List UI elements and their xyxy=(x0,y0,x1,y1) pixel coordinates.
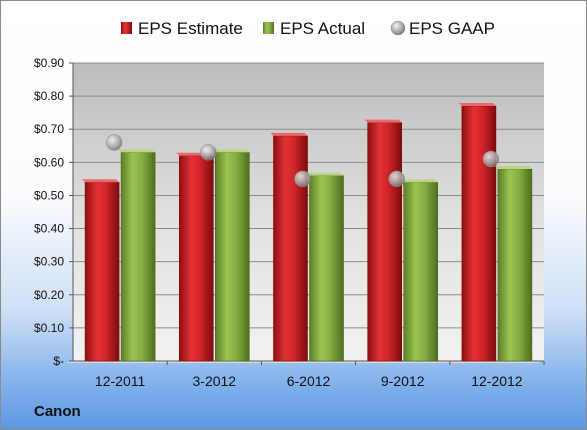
eps-estimate-bar-face xyxy=(84,181,120,362)
eps-estimate-bar-face xyxy=(179,155,214,362)
eps-actual-bar-top xyxy=(118,149,156,153)
y-tick-label: $0.50 xyxy=(34,188,64,202)
x-tick-label: 9-2012 xyxy=(381,373,425,389)
y-tick-label: $0.10 xyxy=(34,321,64,335)
y-tick-label: $0.30 xyxy=(34,255,64,269)
eps-estimate-bar-top xyxy=(364,119,402,123)
eps-gaap-marker xyxy=(482,150,500,168)
eps-estimate-bar-face xyxy=(461,105,497,362)
eps-estimate-bar xyxy=(364,119,403,362)
gaap-markers xyxy=(105,134,500,188)
y-tick-label: $0.20 xyxy=(34,288,64,302)
eps-estimate-bar-face xyxy=(273,135,308,362)
eps-actual-bar xyxy=(494,165,533,362)
eps-actual-bar-face xyxy=(215,152,250,362)
eps-actual-bar xyxy=(118,149,156,362)
eps-gaap-marker xyxy=(388,170,405,188)
eps-estimate-bar xyxy=(458,103,497,362)
y-tick-label: $0.80 xyxy=(34,89,64,103)
eps-estimate-bar-top xyxy=(270,132,308,136)
legend-eps-gaap-label: EPS GAAP xyxy=(409,19,495,38)
eps-actual-bar-top xyxy=(306,172,344,176)
legend-eps-estimate-label: EPS Estimate xyxy=(138,19,243,38)
eps-actual-bar xyxy=(306,172,344,362)
x-tick-label: 12-2012 xyxy=(471,373,523,389)
x-tick-label: 3-2012 xyxy=(193,373,237,389)
eps-actual-bar-face xyxy=(120,152,156,362)
legend-eps-gaap: EPS GAAP xyxy=(390,19,495,38)
legend-eps-gaap-swatch xyxy=(390,20,406,36)
legend-eps-actual-swatch xyxy=(263,22,274,34)
y-tick-label: $0.40 xyxy=(34,222,64,236)
eps-actual-bar-top xyxy=(400,179,438,183)
x-axis: 12-2011 3-2012 6-2012 9-2012 12-2012 xyxy=(73,360,545,389)
eps-gaap-marker xyxy=(105,134,123,151)
eps-actual-bar xyxy=(400,179,439,362)
legend-eps-actual: EPS Actual xyxy=(263,19,365,38)
eps-actual-bar xyxy=(212,149,250,362)
eps-actual-bar-face xyxy=(309,175,344,362)
y-axis: $- $0.10 $0.20 $0.30 $0.40 $0.50 $0.60 $0.70 $0.… xyxy=(34,56,74,368)
eps-gaap-marker xyxy=(200,144,217,161)
eps-estimate-bar-top xyxy=(458,103,496,107)
eps-actual-bar-top xyxy=(494,165,532,169)
legend-eps-estimate-swatch xyxy=(121,22,132,34)
y-tick-label: $0.60 xyxy=(34,155,64,169)
eps-estimate-bar xyxy=(82,179,120,362)
legend-eps-actual-label: EPS Actual xyxy=(280,19,365,38)
eps-estimate-bar-top xyxy=(82,179,120,183)
company-label: Canon xyxy=(34,403,81,420)
y-tick-label: $0.90 xyxy=(34,56,64,70)
eps-actual-bar-top xyxy=(212,149,250,153)
legend-eps-estimate: EPS Estimate xyxy=(121,19,243,38)
eps-actual-bar-face xyxy=(403,181,439,362)
x-tick-label: 12-2011 xyxy=(95,373,146,389)
eps-estimate-bar xyxy=(176,152,214,362)
y-tick-label: $0.70 xyxy=(34,122,64,136)
x-tick-label: 6-2012 xyxy=(287,373,331,389)
legend: EPS Estimate EPS Actual EPS GAAP xyxy=(121,19,495,38)
eps-estimate-bar-face xyxy=(367,122,403,362)
bars xyxy=(82,103,533,362)
eps-estimate-bar xyxy=(270,132,308,362)
eps-gaap-marker xyxy=(294,170,311,188)
y-tick-label: $- xyxy=(53,354,64,368)
eps-actual-bar-face xyxy=(497,168,533,362)
